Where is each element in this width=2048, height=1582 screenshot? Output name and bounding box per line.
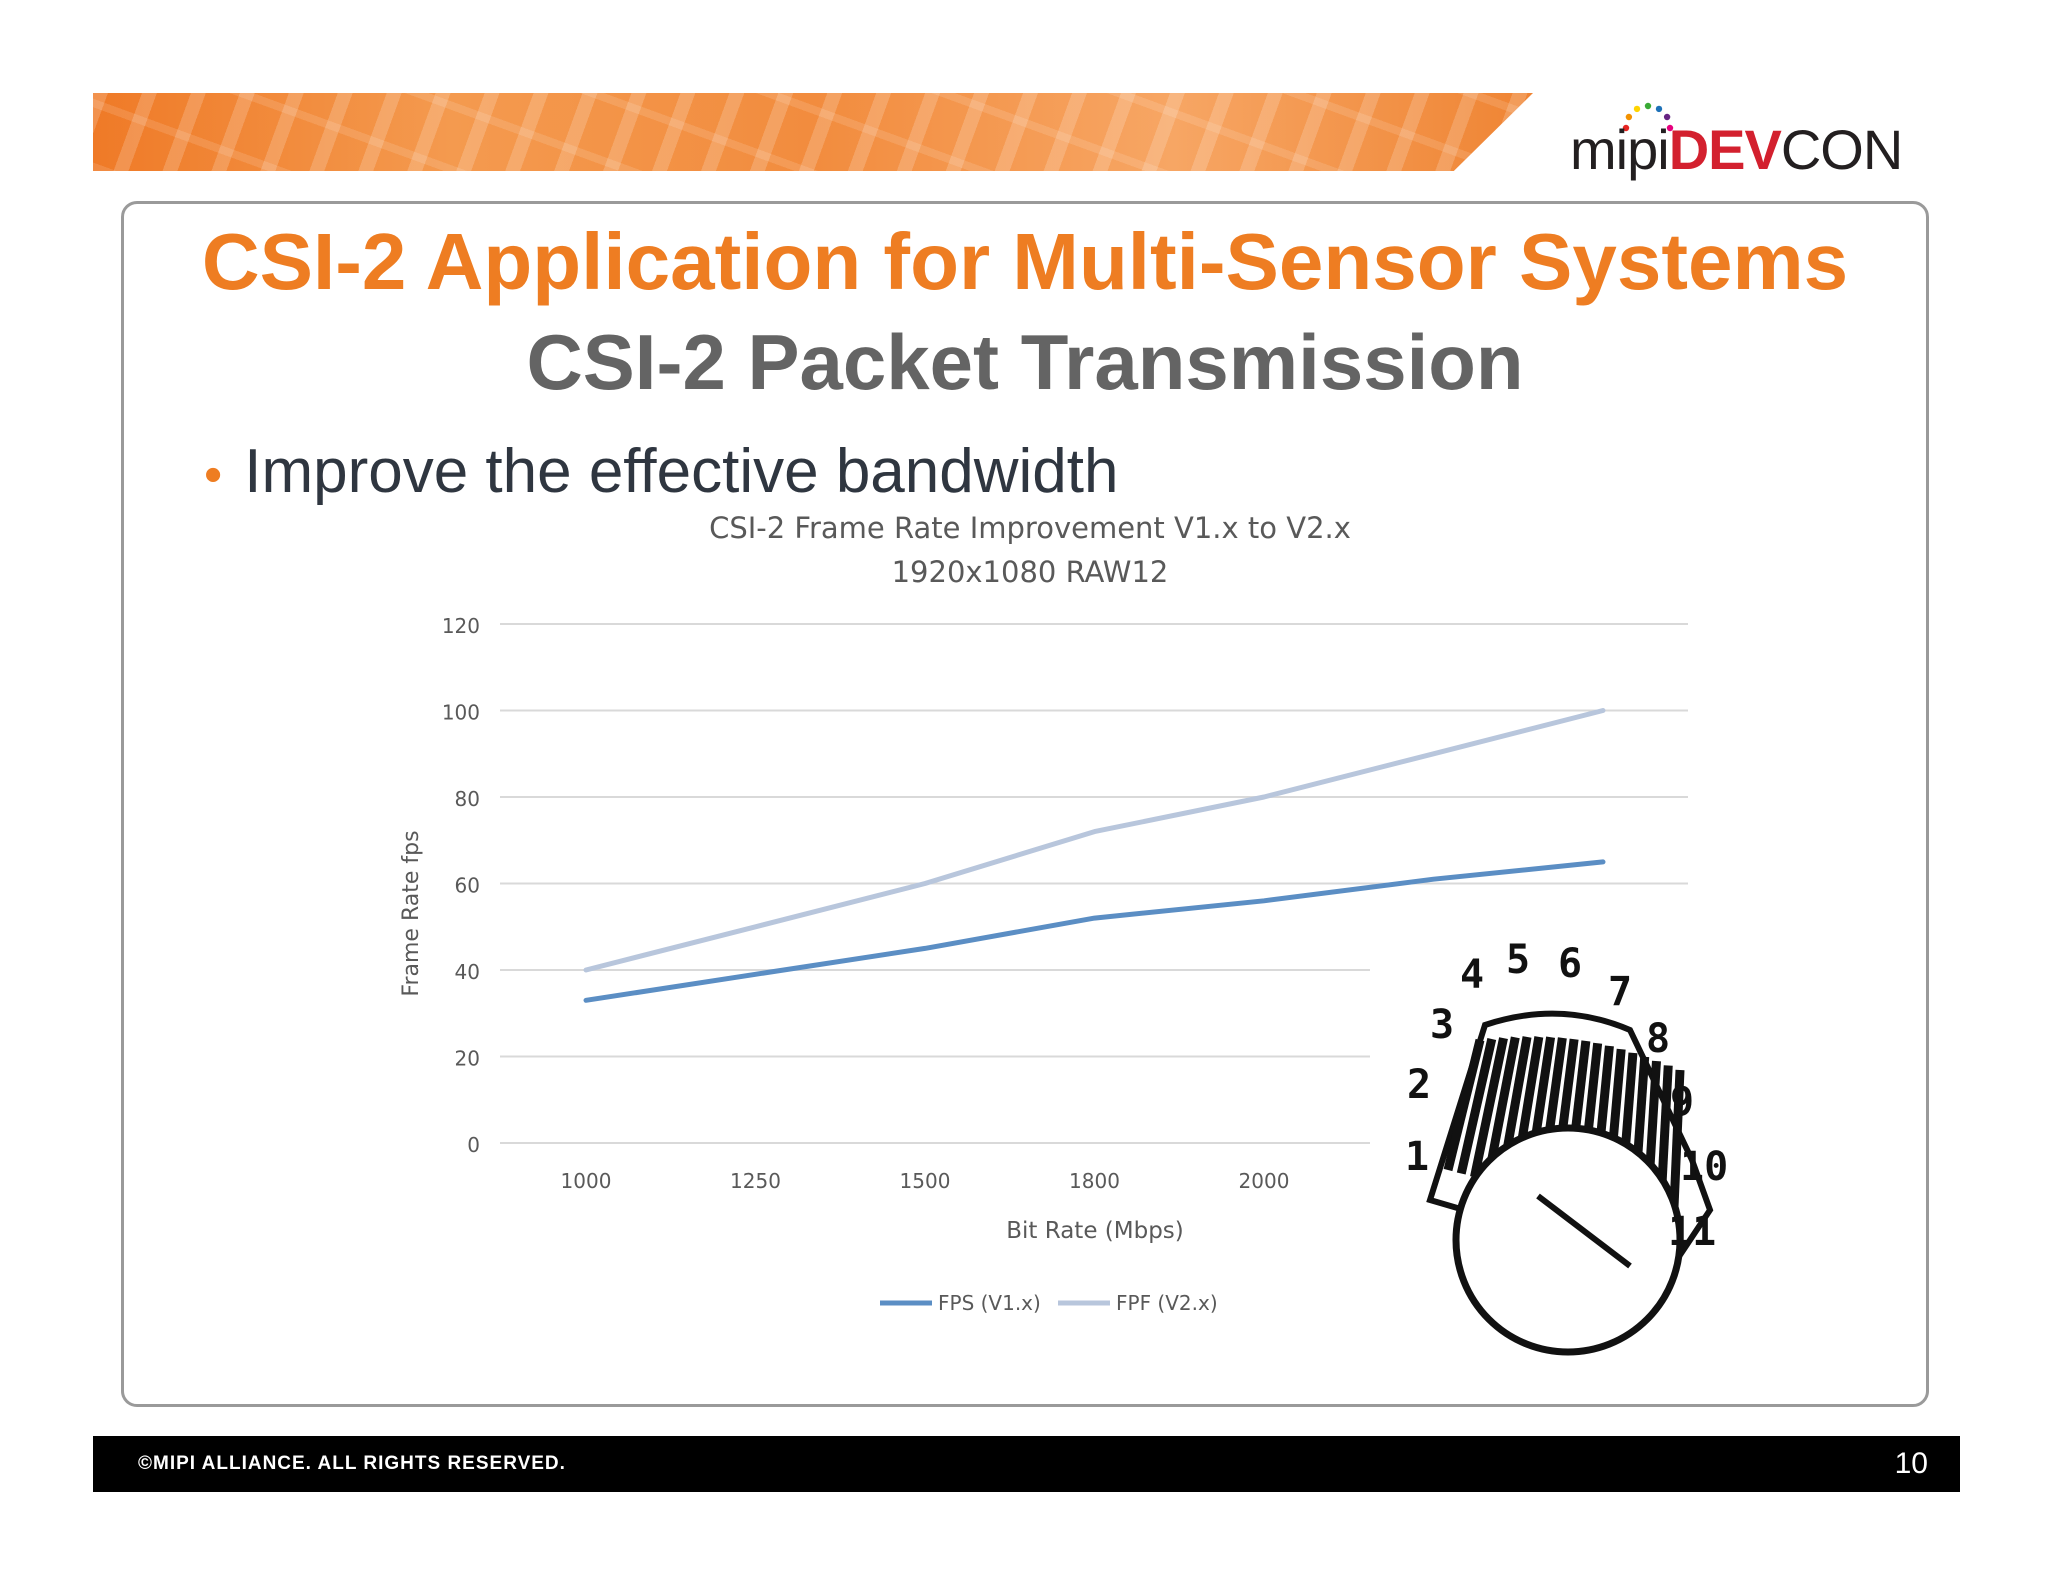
mipi-devcon-logo: mipiDEVCON	[1570, 118, 1903, 182]
dial-number-label: 3	[1430, 1002, 1454, 1048]
line-chart: 0 20 40 60 80 100 120 1000 1250 1500 1800 2000 Frame…	[399, 614, 1820, 1356]
dial-grip-line	[1443, 1038, 1485, 1172]
bullet-dot-icon: •	[204, 446, 223, 504]
series-line-1	[583, 708, 1606, 973]
slide-title: CSI-2 Application for Multi-Sensor Syste…	[201, 217, 1849, 306]
bullet-point: • Improve the effective bandwidth	[204, 432, 1119, 515]
y-tick-label: 20	[455, 1047, 480, 1071]
header-banner	[93, 93, 1533, 171]
x-tick-label: 1800	[1069, 1169, 1120, 1193]
y-tick-label: 120	[442, 614, 480, 638]
dial-number-label: 9	[1670, 1079, 1694, 1125]
x-tick-label: 2000	[1239, 1169, 1290, 1193]
y-axis-label: Frame Rate fps	[399, 830, 424, 996]
chart-title: CSI-2 Frame Rate Improvement V1.x to V2.…	[709, 511, 1351, 545]
logo-dot-2	[1633, 105, 1641, 113]
dial-number-label: 5	[1506, 937, 1530, 983]
legend-label-0: FPS (V1.x)	[938, 1291, 1041, 1315]
y-tick-label: 60	[455, 874, 480, 898]
x-tick-label: 1500	[900, 1169, 951, 1193]
slide-subtitle: CSI-2 Packet Transmission	[526, 318, 1524, 406]
logo-dot-5	[1663, 113, 1671, 121]
bullet-text: Improve the effective bandwidth	[244, 437, 1119, 506]
series-line-0	[583, 859, 1606, 1003]
logo-dot-4	[1655, 105, 1663, 113]
dial-number-label: 11	[1668, 1209, 1716, 1255]
dial-grip-line	[1456, 1038, 1497, 1175]
dial-face	[1452, 1124, 1684, 1356]
dial-number-label: 10	[1680, 1144, 1728, 1190]
copyright-text: ©MIPI ALLIANCE. ALL RIGHTS RESERVED.	[138, 1453, 566, 1474]
logo-dot-3	[1644, 102, 1652, 110]
dial-number-label: 2	[1407, 1062, 1431, 1108]
x-tick-label: 1000	[561, 1169, 612, 1193]
dial-number-label: 4	[1460, 952, 1484, 998]
dial-number-label: 8	[1646, 1016, 1670, 1062]
dial-number-label: 6	[1558, 941, 1582, 987]
legend-label-1: FPF (V2.x)	[1116, 1291, 1218, 1315]
logo-suffix: CON	[1780, 118, 1903, 181]
logo-highlight: DEV	[1668, 118, 1782, 181]
y-tick-label: 0	[467, 1133, 480, 1157]
footer-bar: ©MIPI ALLIANCE. ALL RIGHTS RESERVED. 10	[93, 1436, 1960, 1492]
y-tick-label: 40	[455, 960, 480, 984]
logo-prefix: mipi	[1570, 118, 1670, 181]
chart-subtitle: 1920x1080 RAW12	[891, 555, 1169, 589]
logo-dot-6	[1666, 124, 1674, 132]
content-frame	[121, 201, 1929, 1407]
y-tick-label: 100	[442, 701, 480, 725]
logo-dot-0	[1622, 124, 1630, 132]
logo-dots	[1622, 102, 1674, 132]
x-axis-label: Bit Rate (Mbps)	[1006, 1218, 1184, 1244]
page-number: 10	[1894, 1447, 1928, 1480]
logo-dot-1	[1625, 113, 1633, 121]
x-tick-label: 1250	[730, 1169, 781, 1193]
y-tick-label: 80	[455, 787, 480, 811]
chart-title-block: CSI-2 Frame Rate Improvement V1.x to V2.…	[600, 506, 1460, 594]
dial-number-label: 7	[1608, 969, 1632, 1015]
dial-pointer	[1536, 1193, 1632, 1269]
dial-grip-line	[1470, 1037, 1508, 1178]
dial-number-label: 1	[1405, 1134, 1429, 1180]
